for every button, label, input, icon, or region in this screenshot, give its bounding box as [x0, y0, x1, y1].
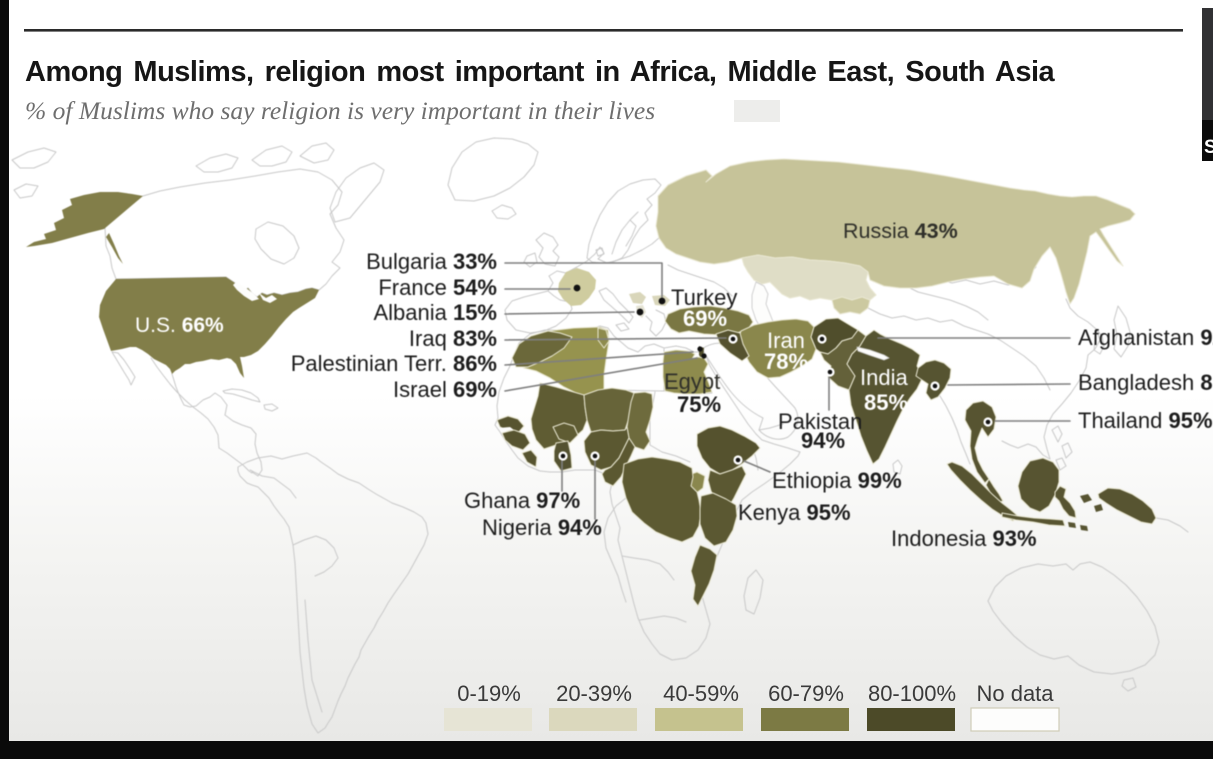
- svg-text:Bulgaria 33%: Bulgaria 33%: [366, 249, 497, 274]
- svg-text:Thailand 95%: Thailand 95%: [1078, 408, 1213, 433]
- svg-text:% of Muslims who say religion: % of Muslims who say religion is very im…: [25, 96, 655, 125]
- svg-text:Afghanistan 92%: Afghanistan 92%: [1078, 325, 1213, 350]
- svg-text:85%: 85%: [864, 390, 908, 415]
- svg-text:Turkey: Turkey: [671, 285, 737, 310]
- svg-text:69%: 69%: [683, 306, 727, 331]
- svg-text:0-19%: 0-19%: [457, 681, 521, 706]
- svg-text:No data: No data: [976, 681, 1054, 706]
- svg-text:40-59%: 40-59%: [663, 681, 739, 706]
- svg-text:Albania 15%: Albania 15%: [373, 300, 497, 325]
- svg-text:Palestinian Terr. 86%: Palestinian Terr. 86%: [291, 351, 497, 376]
- svg-text:U.S. 66%: U.S. 66%: [135, 314, 224, 337]
- svg-text:France 54%: France 54%: [378, 275, 497, 300]
- svg-text:Russia 43%: Russia 43%: [843, 219, 958, 243]
- svg-text:60-79%: 60-79%: [768, 681, 844, 706]
- svg-text:Nigeria 94%: Nigeria 94%: [482, 515, 602, 540]
- svg-text:Iran: Iran: [767, 328, 805, 353]
- svg-text:Israel 69%: Israel 69%: [393, 377, 497, 402]
- svg-text:S: S: [1204, 137, 1213, 158]
- svg-text:80-100%: 80-100%: [868, 681, 956, 706]
- svg-text:94%: 94%: [801, 428, 845, 453]
- svg-text:Indonesia 93%: Indonesia 93%: [891, 526, 1037, 551]
- svg-text:Among Muslims, religion most i: Among Muslims, religion most important i…: [25, 56, 1056, 88]
- svg-text:Iraq 83%: Iraq 83%: [409, 326, 497, 351]
- svg-text:75%: 75%: [677, 392, 721, 417]
- svg-text:Pakistan: Pakistan: [778, 409, 862, 434]
- svg-text:India: India: [860, 365, 908, 390]
- svg-text:Egypt: Egypt: [664, 369, 720, 394]
- svg-text:78%: 78%: [764, 349, 808, 374]
- svg-text:Ghana 97%: Ghana 97%: [464, 488, 580, 513]
- svg-text:Bangladesh 81%: Bangladesh 81%: [1078, 370, 1213, 395]
- svg-text:Ethiopia 99%: Ethiopia 99%: [772, 468, 902, 493]
- svg-text:20-39%: 20-39%: [556, 681, 632, 706]
- svg-text:Kenya 95%: Kenya 95%: [738, 500, 851, 525]
